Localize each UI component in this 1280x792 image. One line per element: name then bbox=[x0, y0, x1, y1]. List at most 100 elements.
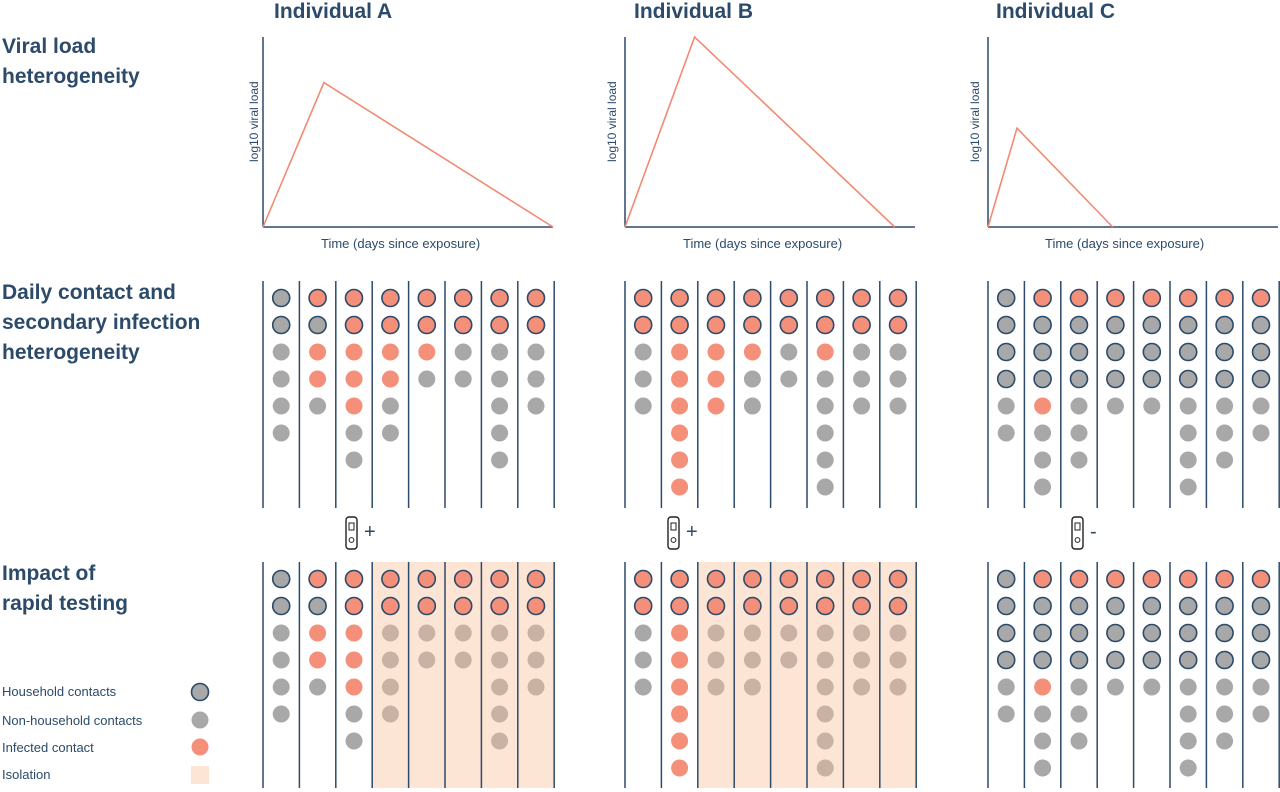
contact-dot bbox=[1106, 678, 1124, 696]
contact-dot bbox=[853, 343, 871, 361]
contact-dot bbox=[491, 343, 509, 361]
contact-dot bbox=[815, 288, 835, 308]
contact-dot bbox=[1179, 478, 1197, 496]
xlabel-b: Time (days since exposure) bbox=[683, 236, 843, 251]
contact-dot bbox=[381, 651, 399, 669]
contact-dot bbox=[996, 596, 1016, 616]
contact-dot bbox=[453, 596, 473, 616]
contact-dot bbox=[634, 678, 652, 696]
contact-dot bbox=[1069, 623, 1089, 643]
contact-dot bbox=[743, 678, 761, 696]
contact-dot bbox=[1070, 678, 1088, 696]
contact-dot bbox=[1215, 596, 1234, 616]
contact-dot bbox=[1106, 397, 1124, 415]
contact-dot bbox=[1106, 315, 1125, 335]
contact-dot bbox=[309, 370, 327, 388]
contact-dot bbox=[1106, 369, 1125, 389]
contact-dot bbox=[418, 651, 436, 669]
contact-dot bbox=[418, 624, 436, 642]
contact-dot bbox=[1216, 397, 1234, 415]
contact-dot bbox=[853, 651, 871, 669]
contact-dot bbox=[1179, 397, 1197, 415]
contact-dot bbox=[996, 369, 1016, 389]
contact-dot bbox=[853, 370, 871, 388]
contact-dot bbox=[1251, 342, 1271, 362]
contact-dot bbox=[453, 569, 473, 589]
contact-dot bbox=[381, 370, 399, 388]
contact-dot bbox=[1251, 569, 1271, 589]
contact-dot bbox=[1142, 596, 1162, 616]
contact-dot bbox=[1179, 451, 1197, 469]
contact-dot bbox=[1216, 732, 1234, 750]
contact-dot bbox=[1033, 623, 1052, 643]
contact-dot bbox=[1178, 342, 1198, 362]
contact-dot bbox=[1143, 678, 1161, 696]
contact-dot bbox=[454, 343, 472, 361]
contact-dot bbox=[996, 650, 1016, 670]
contact-dot bbox=[1070, 424, 1088, 442]
contact-dot bbox=[381, 596, 400, 616]
contact-dot bbox=[345, 451, 363, 469]
contact-dot bbox=[381, 343, 399, 361]
contact-dot bbox=[344, 569, 364, 589]
contact-dot bbox=[308, 569, 327, 589]
contact-dot bbox=[345, 651, 363, 669]
row-title-contacts: Daily contact and secondary infection he… bbox=[2, 281, 201, 364]
contact-dot bbox=[707, 624, 725, 642]
contact-dot bbox=[670, 569, 689, 589]
contact-dot bbox=[308, 596, 327, 616]
contact-dot bbox=[996, 342, 1016, 362]
contact-dot bbox=[344, 288, 364, 308]
contact-dot bbox=[1069, 342, 1089, 362]
contact-dot bbox=[743, 315, 762, 335]
contact-dot bbox=[1251, 650, 1271, 670]
contact-dot bbox=[852, 569, 871, 589]
contact-dot bbox=[1252, 705, 1270, 723]
contact-dot bbox=[271, 288, 291, 308]
contact-dot bbox=[997, 705, 1015, 723]
contact-dot bbox=[889, 624, 907, 642]
contact-dot bbox=[706, 569, 726, 589]
contact-dot bbox=[634, 343, 652, 361]
contact-dot bbox=[1178, 650, 1198, 670]
contact-dot bbox=[345, 397, 363, 415]
contact-dot bbox=[1106, 342, 1125, 362]
contact-dot bbox=[526, 288, 546, 308]
contact-dot bbox=[1070, 732, 1088, 750]
contact-dot bbox=[1069, 650, 1089, 670]
contact-dot bbox=[308, 288, 327, 308]
contact-dot bbox=[491, 424, 509, 442]
contact-dot bbox=[418, 343, 436, 361]
contact-dot bbox=[996, 315, 1016, 335]
contact-dot bbox=[1215, 650, 1234, 670]
contact-dot bbox=[1106, 288, 1125, 308]
contact-dot bbox=[1215, 342, 1234, 362]
contact-dot bbox=[706, 315, 726, 335]
contact-dot bbox=[271, 315, 291, 335]
contact-dot bbox=[671, 651, 689, 669]
contact-dot bbox=[1069, 315, 1089, 335]
contact-dot bbox=[707, 343, 725, 361]
viral-load-line-c bbox=[987, 126, 1114, 228]
contact-dot bbox=[743, 569, 762, 589]
contact-dot bbox=[272, 397, 290, 415]
contact-dot bbox=[491, 451, 509, 469]
contact-dot bbox=[780, 370, 798, 388]
contact-dot bbox=[1178, 288, 1198, 308]
contact-dot bbox=[853, 624, 871, 642]
contact-dot bbox=[491, 705, 509, 723]
contact-dot bbox=[490, 288, 509, 308]
contact-dot bbox=[1106, 623, 1125, 643]
contact-dot bbox=[743, 397, 761, 415]
contact-dot bbox=[889, 397, 907, 415]
contact-dot bbox=[1106, 569, 1125, 589]
contact-dot bbox=[671, 705, 689, 723]
contact-dot bbox=[670, 288, 689, 308]
contact-dot bbox=[816, 370, 834, 388]
contact-dot bbox=[345, 705, 363, 723]
contact-dot bbox=[1142, 369, 1162, 389]
contact-dot bbox=[996, 288, 1016, 308]
contact-dot bbox=[816, 478, 834, 496]
contact-dot bbox=[491, 651, 509, 669]
contact-dot bbox=[345, 678, 363, 696]
